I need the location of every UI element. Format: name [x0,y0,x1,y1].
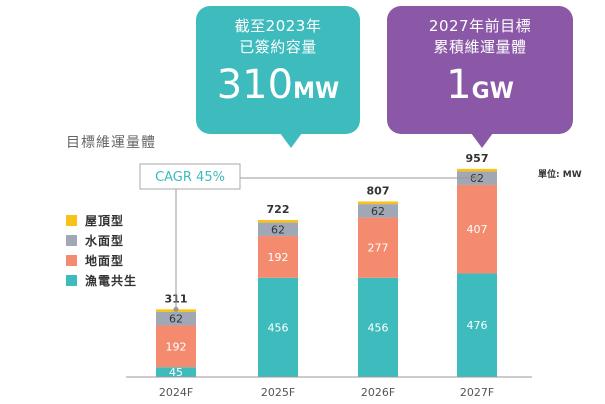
unit-label: 單位: MW [538,170,582,180]
legend: 屋頂型 水面型 地面型 漁電共生 [66,210,137,290]
bar-value-label: 476 [467,319,488,332]
bar-segment-屋頂型 [258,219,298,223]
bar-segment-漁電共生 [156,367,196,377]
bar-segment-屋頂型 [457,168,497,172]
bar-value-label: 277 [368,242,389,255]
x-tick-label: 2026F [361,386,395,399]
bar-value-label: 456 [368,321,389,334]
bar-value-label: 192 [268,251,289,264]
bar-total-label: 722 [267,203,290,216]
legend-swatch [66,214,77,226]
bar-value-label: 62 [271,223,285,236]
legend-item-floating: 水面型 [66,230,137,250]
bar-segment-漁電共生 [457,273,497,377]
legend-item-fishery: 漁電共生 [66,270,137,290]
signed-capacity-callout: 截至2023年 已簽約容量 310MW [196,6,360,148]
legend-label: 地面型 [85,253,125,268]
callout-unit: MW [293,79,340,104]
callout-tail [471,133,493,148]
legend-item-ground: 地面型 [66,250,137,270]
x-tick-label: 2027F [460,386,494,399]
bar-segment-地面型 [258,236,298,278]
bar-total-label: 807 [367,184,390,197]
bar-segment-屋頂型 [358,201,398,205]
x-tick-label: 2025F [261,386,295,399]
x-tick-label: 2024F [159,386,193,399]
cagr-label: CAGR 45% [155,170,225,185]
callout-number: 1 [446,62,472,108]
callout-line2: 已簽約容量 [239,38,317,56]
cagr-box [139,163,241,190]
bar-segment-地面型 [156,325,196,368]
callout-line1: 截至2023年 [234,17,322,35]
callout-tail [280,133,302,148]
legend-label: 水面型 [85,233,125,248]
cagr-start-marker [173,306,179,312]
callout-unit: GW [471,79,514,104]
bar-value-label: 192 [166,340,187,353]
bar-value-label: 45 [169,366,183,379]
bar-segment-漁電共生 [258,277,298,377]
bar-value-label: 407 [467,223,488,236]
bar-total-label: 957 [466,152,489,165]
callout-line1: 2027年前目標 [428,17,532,35]
legend-swatch [66,274,77,286]
bar-segment-漁電共生 [358,277,398,377]
legend-item-rooftop: 屋頂型 [66,210,137,230]
callout-line2: 累積維運量體 [433,38,527,56]
callout-value: 1GW [387,62,573,115]
bar-value-label: 456 [268,321,289,334]
bar-segment-水面型 [358,204,398,218]
bar-value-label: 62 [371,205,385,218]
callout-number: 310 [216,62,294,108]
bar-segment-地面型 [457,184,497,274]
cagr-end-marker [474,175,480,181]
legend-label: 屋頂型 [85,213,125,228]
legend-swatch [66,234,77,246]
bar-segment-地面型 [358,217,398,278]
bar-segment-水面型 [258,222,298,237]
chart-title: 目標維運量體 [66,135,156,151]
bar-segment-水面型 [156,311,196,326]
legend-label: 漁電共生 [85,273,138,288]
target-capacity-callout: 2027年前目標 累積維運量體 1GW [387,6,573,148]
legend-swatch [66,254,77,266]
callout-value: 310MW [196,62,360,115]
bar-value-label: 62 [169,313,183,326]
